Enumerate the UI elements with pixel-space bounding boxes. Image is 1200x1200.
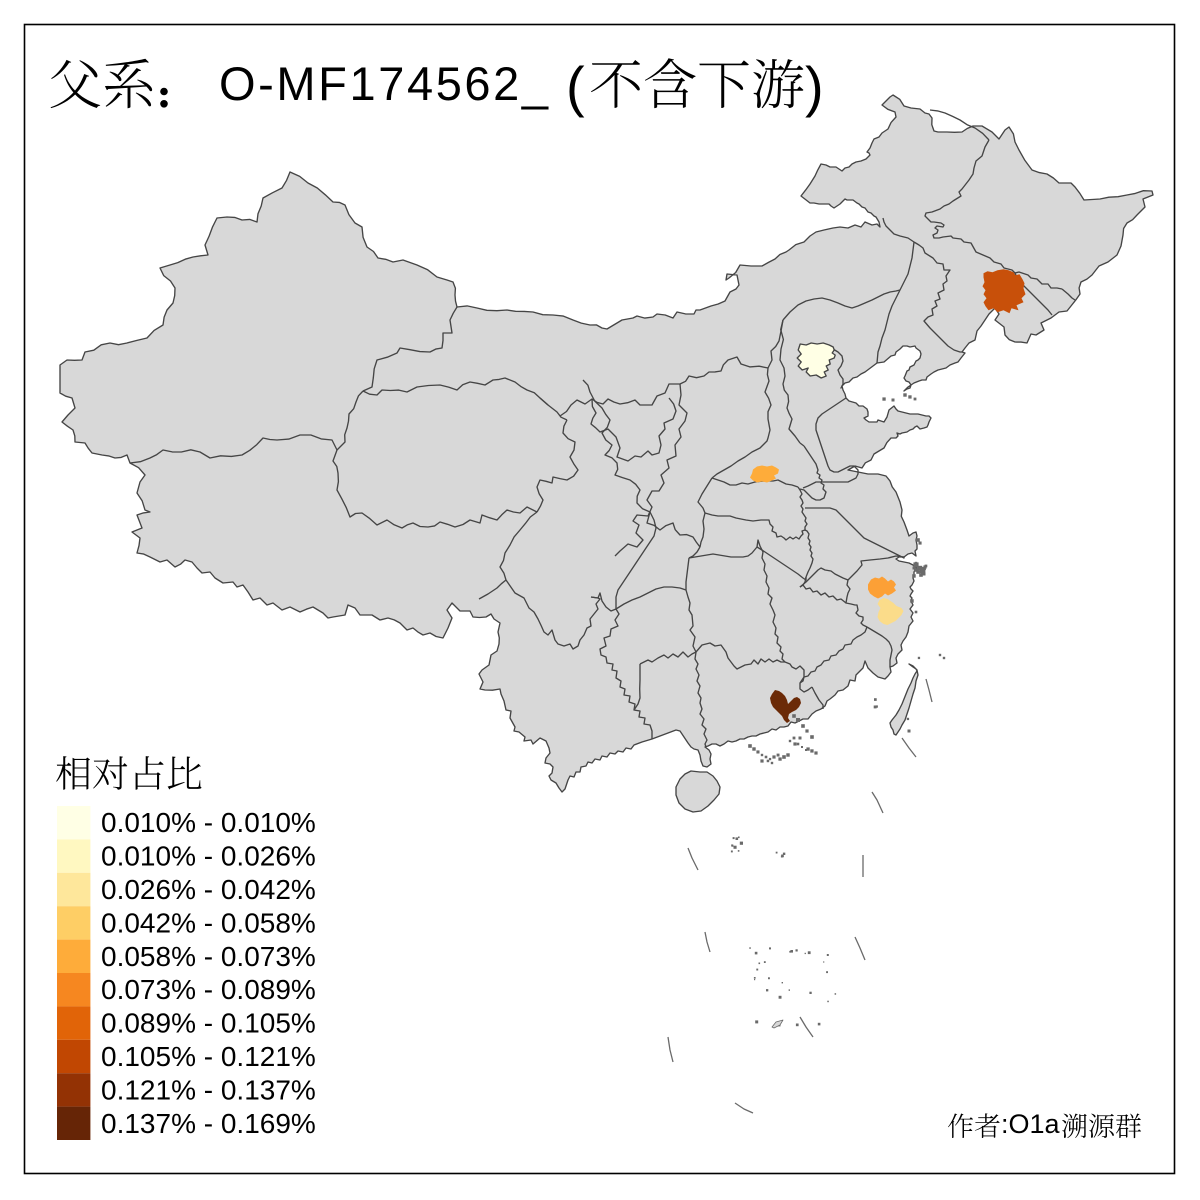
svg-text:(: ( bbox=[566, 55, 585, 118]
svg-text:0.137% - 0.169%: 0.137% - 0.169% bbox=[101, 1108, 316, 1139]
svg-text::O1a: :O1a bbox=[1001, 1109, 1061, 1139]
svg-text:0.073% - 0.089%: 0.073% - 0.089% bbox=[101, 974, 316, 1005]
svg-text:): ) bbox=[805, 55, 824, 118]
svg-text:0.010% - 0.026%: 0.010% - 0.026% bbox=[101, 841, 316, 872]
svg-text:0.010% - 0.010%: 0.010% - 0.010% bbox=[101, 807, 316, 838]
svg-text:0.042% - 0.058%: 0.042% - 0.058% bbox=[101, 907, 316, 938]
svg-text:0.089% - 0.105%: 0.089% - 0.105% bbox=[101, 1008, 316, 1039]
svg-text:O-MF174562_: O-MF174562_ bbox=[219, 57, 551, 110]
svg-text:0.105% - 0.121%: 0.105% - 0.121% bbox=[101, 1041, 316, 1072]
svg-text:0.058% - 0.073%: 0.058% - 0.073% bbox=[101, 941, 316, 972]
svg-text:0.121% - 0.137%: 0.121% - 0.137% bbox=[101, 1074, 316, 1105]
svg-text:0.026% - 0.042%: 0.026% - 0.042% bbox=[101, 874, 316, 905]
